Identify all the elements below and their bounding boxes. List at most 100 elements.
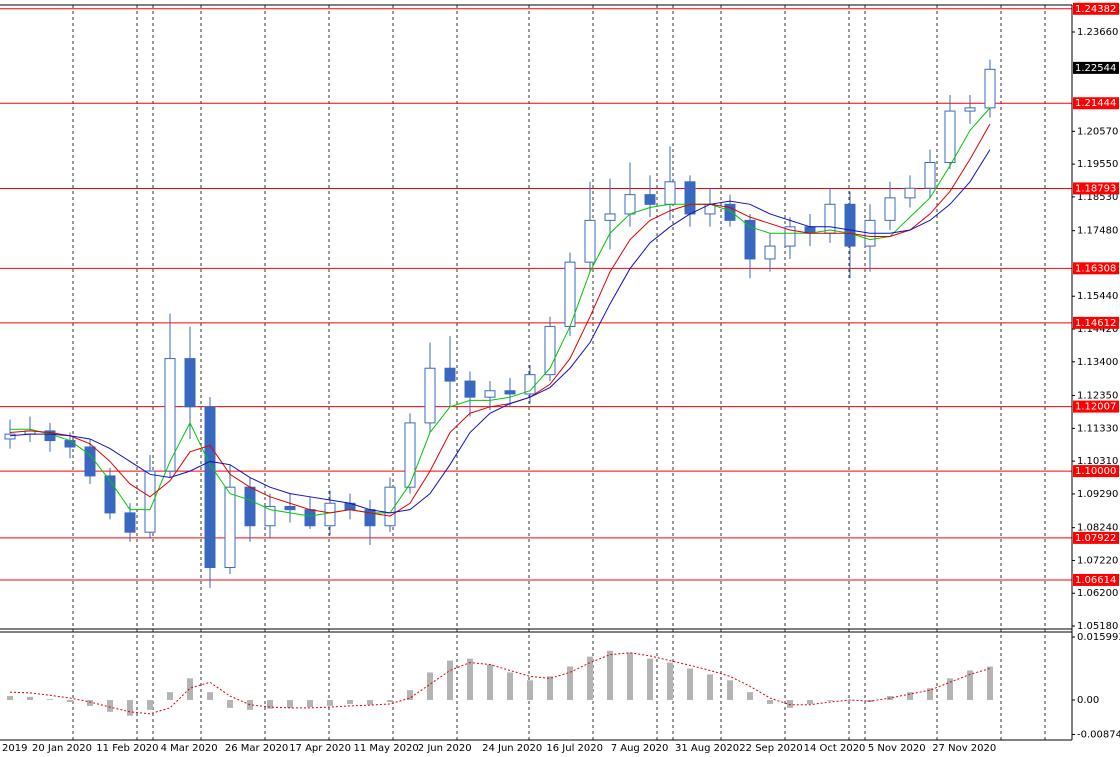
x-tick-label: 4 Mar 2020 [161,743,218,754]
histogram-bar [967,670,973,701]
candle-body [844,203,856,247]
indicator-tick-label: 0.015993 [1077,632,1120,643]
candle-body [184,358,196,408]
level-label-box [1073,400,1119,413]
histogram-bar [67,700,73,702]
candle-body [524,374,536,395]
histogram-bar [787,700,793,708]
candle-body [544,325,556,376]
histogram-bar [287,700,293,708]
histogram-bar [47,699,53,701]
y-tick-label: 1.23660 [1077,27,1118,38]
level-label: 1.18793 [1075,183,1116,194]
level-label-box [1073,465,1119,478]
candle-body [904,187,916,199]
histogram-bar [507,672,513,701]
candle-body [324,502,336,527]
candle-body [784,226,796,247]
current-price-label: 1.22544 [1075,63,1116,74]
level-label-box [1073,316,1119,329]
candle-body [244,486,256,527]
level-label-box [1073,531,1119,544]
candle-body [164,358,176,472]
candle-body [584,219,596,263]
histogram-bar [627,652,633,701]
x-tick-label: 24 Jun 2020 [482,743,542,754]
y-tick-label: 1.06200 [1077,588,1118,599]
level-label: 1.24382 [1075,4,1116,15]
histogram-bar [567,666,573,701]
x-tick-label: 22 Sep 2020 [739,743,802,754]
y-tick-label: 1.08240 [1077,523,1118,534]
y-tick-label: 1.15440 [1077,291,1118,302]
histogram-bar [147,700,153,710]
candle-body [444,367,456,382]
histogram-bar [267,700,273,709]
histogram-bar [187,678,193,701]
candle-body [884,197,896,221]
histogram-bar [947,678,953,701]
y-tick-label: 1.10310 [1077,456,1118,467]
candle-body [64,440,76,448]
histogram-bar [747,692,753,701]
x-tick-label: 7 Aug 2020 [611,743,669,754]
histogram-bar [327,700,333,706]
level-label: 1.12007 [1075,402,1116,413]
candle-body [764,245,776,260]
histogram-bar [607,650,613,701]
candle-body [504,390,516,395]
level-label-box [1073,97,1119,110]
candle-body [424,367,436,424]
histogram-bar [387,700,393,702]
candle-body [624,194,636,215]
histogram-bar [767,700,773,704]
histogram-bar [827,700,833,701]
candle-body [744,219,756,260]
histogram-bar [127,700,133,716]
histogram-bar [27,696,33,701]
level-label-box [1073,182,1119,195]
candle-body [464,380,476,398]
histogram-bar [347,700,353,704]
level-label-box [1073,2,1119,15]
candle-body [724,203,736,221]
y-tick-label: 1.17480 [1077,226,1118,237]
level-label: 1.21444 [1075,98,1116,109]
x-tick-label: 11 May 2020 [354,743,419,754]
x-tick-label: 14 Oct 2020 [804,743,866,754]
histogram-bar [687,668,693,701]
x-tick-label: 17 Apr 2020 [289,743,351,754]
histogram-bar [227,700,233,708]
histogram-bar [107,700,113,712]
y-tick-label: 1.09290 [1077,489,1118,500]
level-label: 1.16308 [1075,263,1116,274]
x-tick-label: 26 Mar 2020 [225,743,288,754]
candle-body [204,406,216,569]
indicator-tick-label: 0.00 [1077,695,1099,706]
histogram-bar [447,660,453,701]
level-label: 1.10000 [1075,466,1116,477]
histogram-bar [587,656,593,701]
candle-body [404,422,416,488]
histogram-bar [907,692,913,701]
histogram-bar [707,674,713,701]
y-tick-label: 1.20570 [1077,126,1118,137]
candle-body [304,509,316,527]
x-tick-label: 31 Aug 2020 [675,743,739,754]
histogram-bar [807,700,813,704]
histogram-bar [167,692,173,701]
level-label: 1.14612 [1075,318,1116,329]
x-tick-label: 11 Feb 2020 [96,743,158,754]
y-tick-label: 1.14420 [1077,324,1118,335]
x-tick-label: 20 Jan 2020 [32,743,92,754]
candle-body [484,390,496,398]
candle-body [964,107,976,112]
moving-average [9,123,991,517]
candle-body [664,181,676,205]
y-tick-label: 1.13400 [1077,357,1118,368]
candle-body [684,181,696,215]
candle-body [604,213,616,221]
x-tick-label: 27 Nov 2020 [932,743,996,754]
y-tick-label: 1.07220 [1077,555,1118,566]
histogram-bar [367,700,373,705]
